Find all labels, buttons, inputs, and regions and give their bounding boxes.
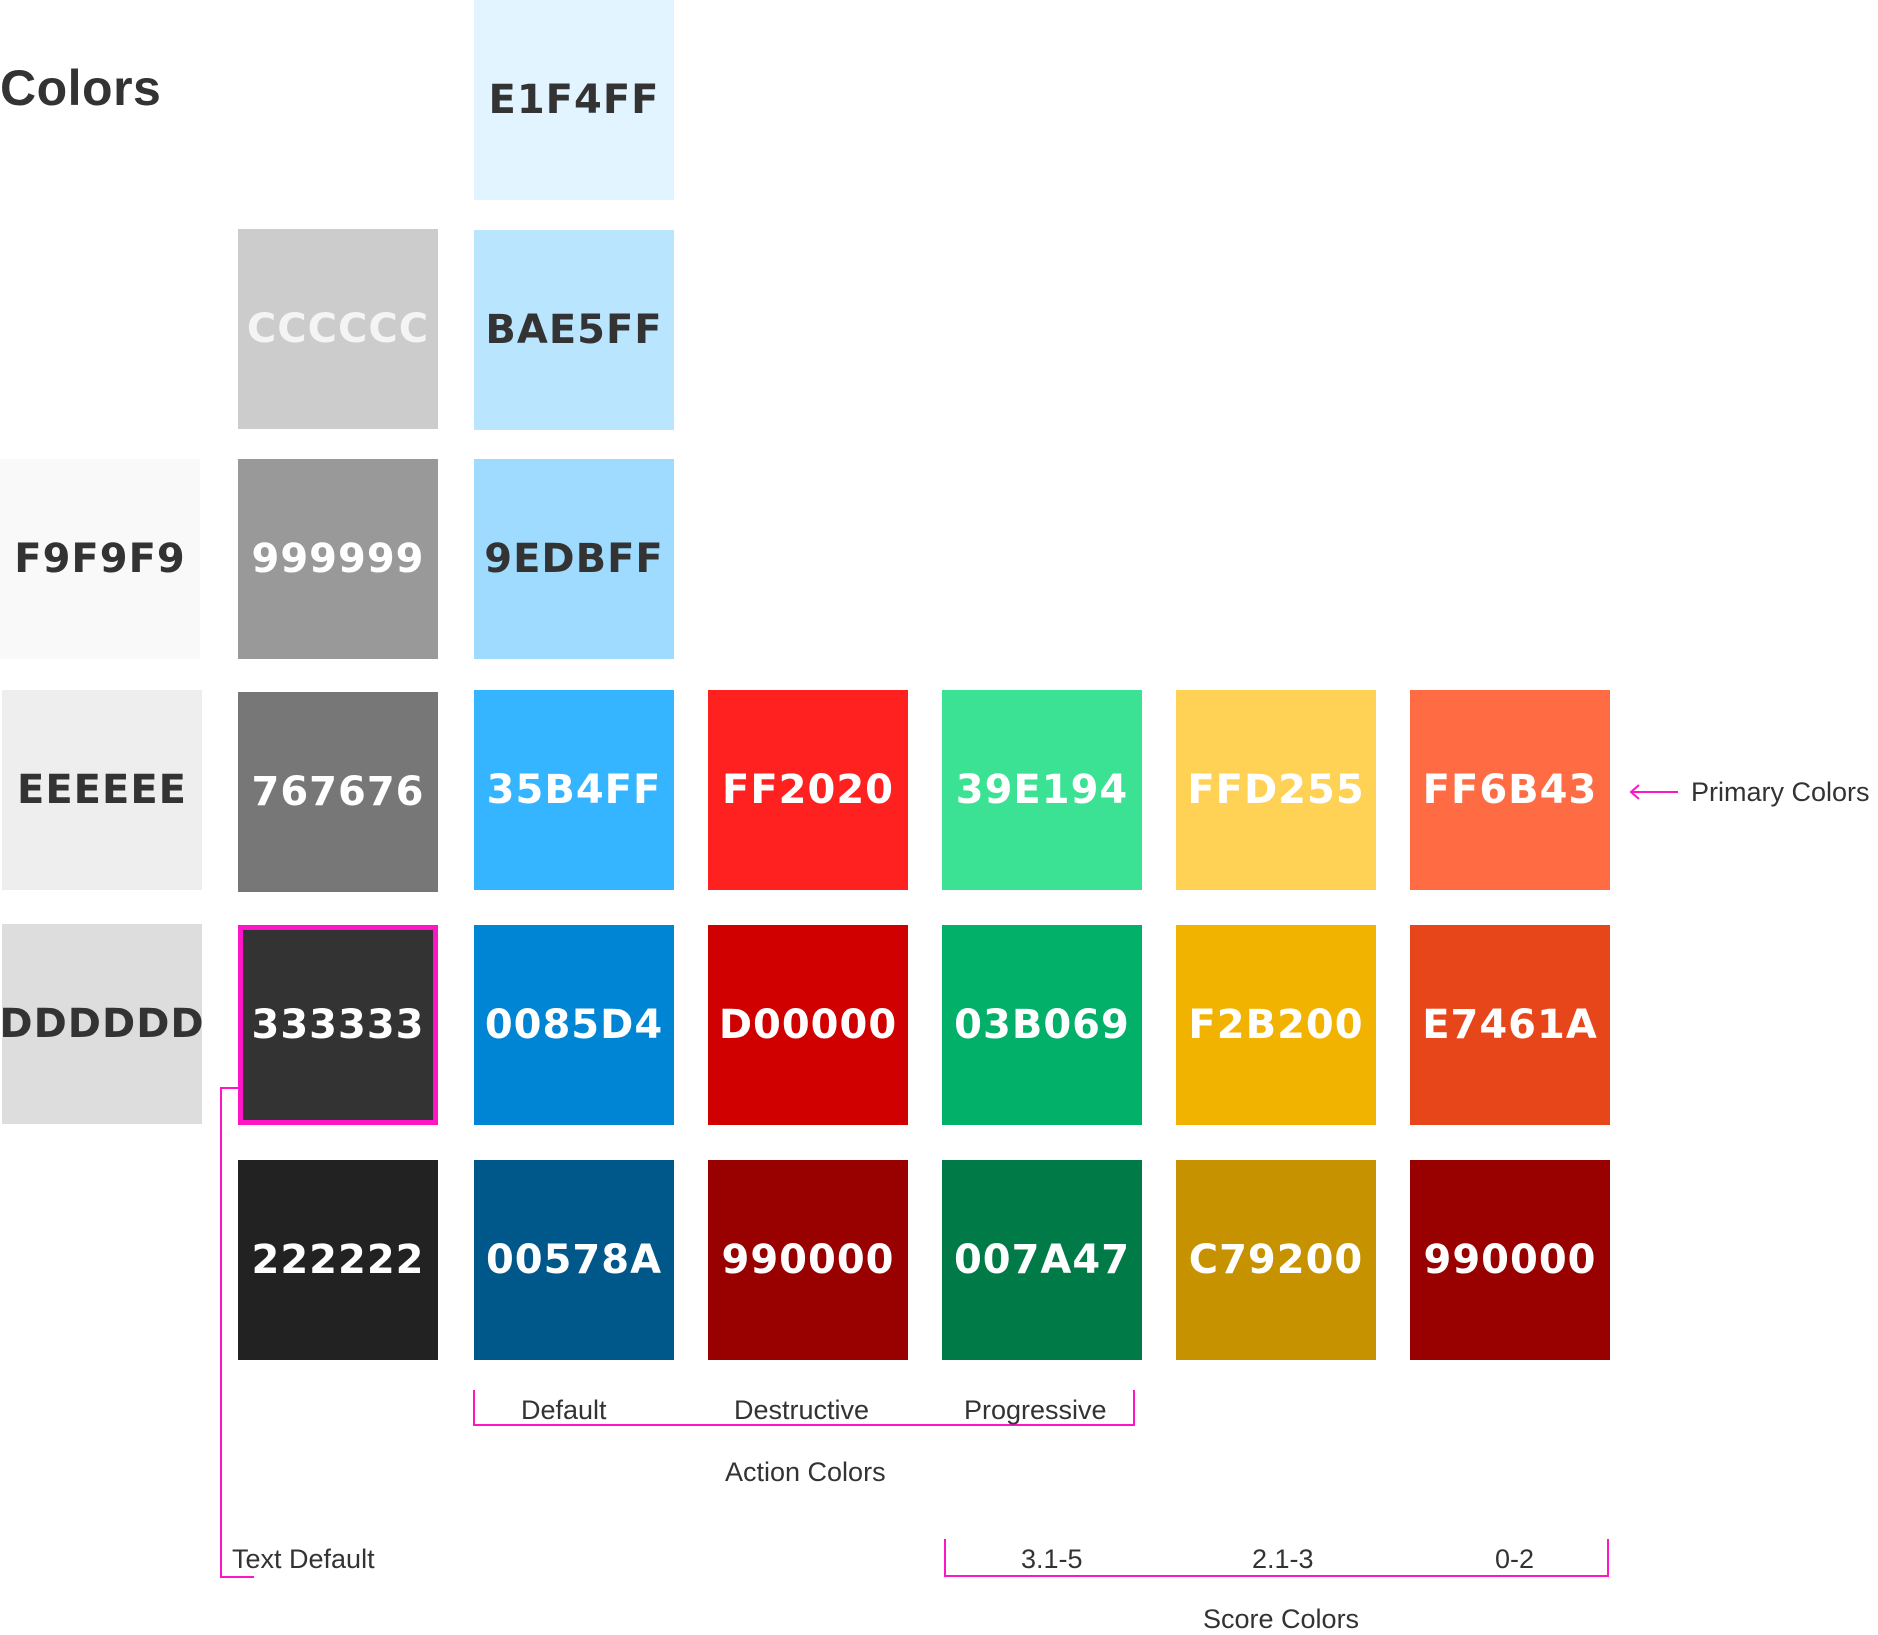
text-default-bracket-vertical [220,1087,222,1578]
swatch-ffd255: FFD255 [1176,690,1376,890]
swatch-label: FF2020 [722,767,894,813]
action-label-destructive: Destructive [734,1395,870,1425]
text-default-label: Text Default [232,1544,375,1574]
swatch-eeeeee: EEEEEE [2,690,202,890]
swatch-label: FFD255 [1187,767,1365,813]
swatch-label: 990000 [1423,1237,1597,1283]
swatch-9edbff: 9EDBFF [474,459,674,659]
swatch-333333-selected[interactable]: 333333 [238,925,438,1125]
swatch-c79200: C79200 [1176,1160,1376,1360]
score-label-low: 0-2 [1495,1544,1535,1574]
action-bracket-right [1133,1390,1135,1426]
page-title: Colors [0,60,162,116]
swatch-label: 767676 [251,769,425,815]
swatch-00578a: 00578A [474,1160,674,1360]
swatch-39e194: 39E194 [942,690,1142,890]
score-label-high: 3.1-5 [1021,1544,1083,1574]
swatch-03b069: 03B069 [942,925,1142,1125]
swatch-label: 990000 [721,1237,895,1283]
swatch-label: 007A47 [953,1237,1131,1283]
swatch-35b4ff: 35B4FF [474,690,674,890]
swatch-990000-score: 990000 [1410,1160,1610,1360]
action-label-default: Default [521,1395,607,1425]
swatch-label: E7461A [1422,1002,1598,1048]
swatch-e1f4ff: E1F4FF [474,0,674,200]
score-label-mid: 2.1-3 [1252,1544,1314,1574]
swatch-d00000: D00000 [708,925,908,1125]
action-bracket-bottom [473,1424,1135,1426]
swatch-label: 222222 [251,1237,425,1283]
swatch-label: DDDDDD [0,1001,205,1047]
swatch-label: 0085D4 [484,1002,664,1048]
swatch-0085d4: 0085D4 [474,925,674,1125]
action-label-progressive: Progressive [964,1395,1107,1425]
action-colors-label: Action Colors [725,1457,886,1487]
score-bracket-left [944,1539,946,1577]
primary-colors-arrow-icon [1629,784,1678,800]
text-default-bracket-bottom [220,1576,254,1578]
action-bracket-left [473,1390,475,1426]
swatch-label: 333333 [251,1002,425,1048]
swatch-label: 999999 [251,536,425,582]
swatch-999999: 999999 [238,459,438,659]
swatch-f2b200: F2B200 [1176,925,1376,1125]
swatch-222222: 222222 [238,1160,438,1360]
swatch-label: 00578A [485,1237,663,1283]
swatch-ff6b43: FF6B43 [1410,690,1610,890]
swatch-007a47: 007A47 [942,1160,1142,1360]
swatch-label: CCCCCC [246,306,430,352]
swatch-dddddd: DDDDDD [0,924,205,1124]
swatch-ff2020: FF2020 [708,690,908,890]
swatch-label: 39E194 [955,767,1129,813]
score-bracket-bottom [944,1575,1609,1577]
swatch-label: 35B4FF [486,767,662,813]
swatch-label: F2B200 [1188,1002,1364,1048]
text-default-bracket-top [220,1087,242,1089]
swatch-label: D00000 [718,1002,898,1048]
swatch-label: FF6B43 [1422,767,1598,813]
swatch-label: BAE5FF [485,307,663,353]
swatch-990000: 990000 [708,1160,908,1360]
swatch-label: E1F4FF [488,77,660,123]
swatch-bae5ff: BAE5FF [474,230,674,430]
swatch-label: EEEEEE [17,767,187,813]
swatch-cccccc: CCCCCC [238,229,438,429]
swatch-label: F9F9F9 [14,536,186,582]
swatch-e7461a: E7461A [1410,925,1610,1125]
primary-colors-label: Primary Colors [1691,777,1870,807]
score-colors-label: Score Colors [1203,1604,1360,1634]
swatch-label: 03B069 [954,1002,1130,1048]
swatch-f9f9f9: F9F9F9 [0,459,200,659]
swatch-767676: 767676 [238,692,438,892]
score-bracket-right [1607,1539,1609,1577]
swatch-label: 9EDBFF [484,536,664,582]
swatch-label: C79200 [1188,1237,1364,1283]
